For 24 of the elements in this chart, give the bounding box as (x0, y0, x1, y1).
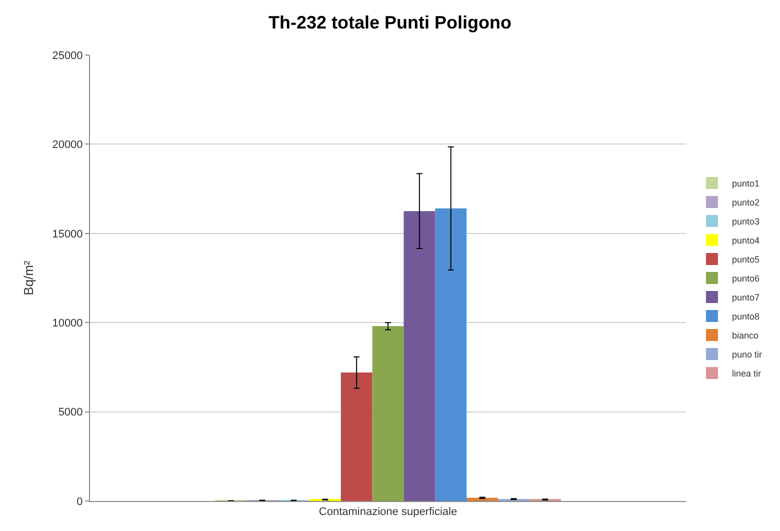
y-tick-label: 0 (76, 496, 83, 508)
bar (340, 372, 372, 501)
legend-label: punto2 (732, 198, 760, 208)
legend-label: bianco (732, 330, 758, 341)
legend-label: punto7 (732, 292, 760, 303)
legend-label: punto1 (732, 178, 760, 189)
y-tick-label: 5000 (58, 406, 83, 419)
y-tick-label: 25000 (52, 50, 83, 62)
y-tick-label: 15000 (52, 228, 83, 240)
chart-title: Th-232 totale Punti Poligono (268, 12, 512, 33)
bar (404, 211, 436, 501)
bar (435, 208, 467, 501)
legend-label: punto4 (732, 236, 760, 246)
legend-label: punto3 (732, 216, 760, 227)
x-tick-label: Contaminazione superficiale (318, 506, 458, 518)
legend-label: punto5 (732, 254, 760, 265)
legend-label: linea tir (732, 368, 761, 379)
legend-label: punto8 (732, 312, 760, 322)
y-tick-label: 10000 (52, 317, 83, 330)
bar (372, 326, 404, 501)
y-axis-title: Bq/m² (21, 260, 36, 296)
y-tick-label: 20000 (52, 139, 83, 152)
legend-label: puno tir (732, 350, 762, 360)
legend-label: punto6 (732, 274, 760, 284)
